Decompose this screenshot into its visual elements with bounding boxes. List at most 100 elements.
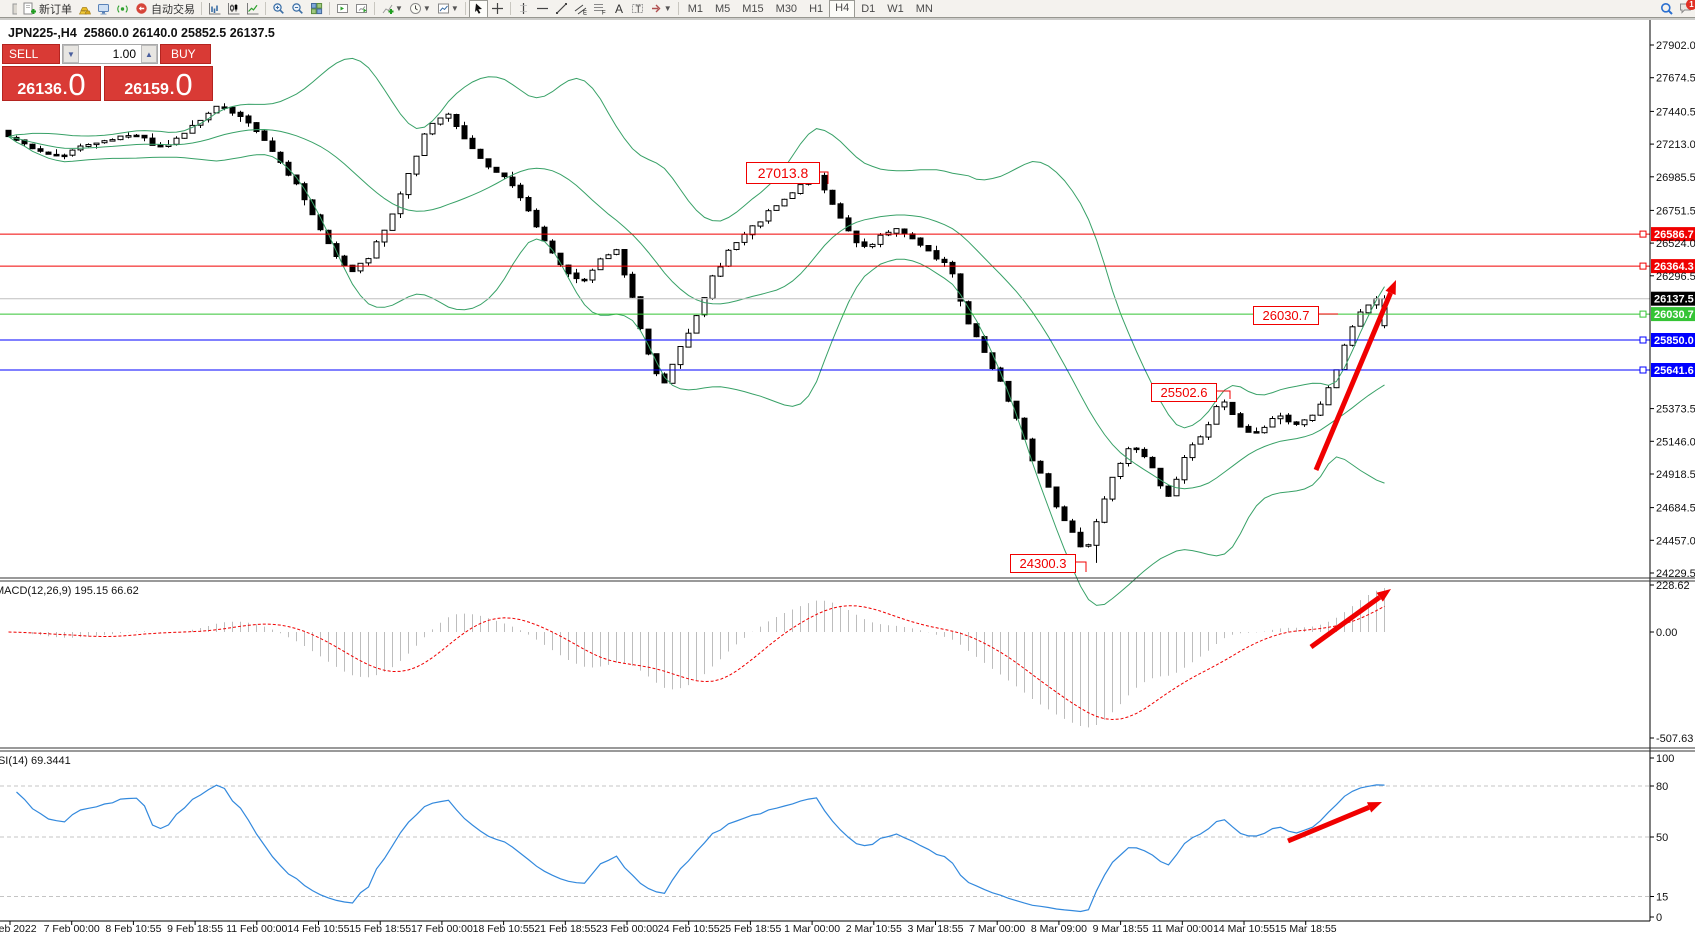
line-chart-type-icon[interactable] bbox=[243, 1, 262, 17]
level-line-handle[interactable] bbox=[1639, 230, 1647, 238]
timeframe-button-h4[interactable]: H4 bbox=[829, 0, 856, 18]
timeframe-button-m15[interactable]: M15 bbox=[742, 2, 764, 15]
volume-stepper: ▼ 1.00 ▲ bbox=[62, 44, 158, 64]
price-annotation-26030.7[interactable]: 26030.7 bbox=[1253, 306, 1319, 325]
axis-price-chip-label: 26137.5 bbox=[1654, 294, 1694, 306]
time-axis-label: 18 Feb 10:55 bbox=[473, 923, 535, 935]
time-axis-label: 15 Feb 18:55 bbox=[349, 923, 411, 935]
fibonacci-tool-icon[interactable]: F bbox=[590, 1, 609, 17]
toolbar-separator bbox=[509, 2, 511, 15]
candlestick-chart-type-icon[interactable] bbox=[224, 1, 243, 17]
price-axis-label: 25146.0 bbox=[1656, 436, 1695, 448]
rsi-axis-label: 15 bbox=[1656, 892, 1668, 904]
time-axis-label: 11 Mar 00:00 bbox=[1152, 923, 1213, 935]
trendline-tool-icon[interactable] bbox=[552, 1, 571, 17]
time-axis-label: 2 Mar 10:55 bbox=[846, 923, 902, 935]
edge-clipped-icon bbox=[1, 1, 20, 17]
price-axis-label: 24229.5 bbox=[1656, 568, 1695, 580]
buy-price-display[interactable]: 26159. 0 bbox=[104, 66, 213, 101]
time-axis-label: 7 Feb 00:00 bbox=[44, 923, 100, 935]
macd-indicator-label: MACD(12,26,9) 195.15 66.62 bbox=[0, 585, 139, 597]
price-axis-label: 27902.0 bbox=[1656, 40, 1695, 52]
text-tool-icon[interactable]: A bbox=[609, 1, 628, 17]
gold-bullion-icon[interactable] bbox=[75, 1, 94, 17]
tile-windows-icon[interactable] bbox=[307, 1, 326, 17]
notification-badge: 1 bbox=[1686, 0, 1695, 10]
rsi-axis-label: 80 bbox=[1656, 781, 1668, 793]
price-axis-label: 26296.5 bbox=[1656, 271, 1695, 283]
rsi-line bbox=[16, 784, 1385, 913]
auto-trading-button[interactable]: 自动交易 bbox=[132, 1, 198, 17]
broadcast-icon[interactable] bbox=[113, 1, 132, 17]
timeframe-button-m30[interactable]: M30 bbox=[775, 2, 798, 15]
annotation-leader-line bbox=[1215, 390, 1231, 399]
trend-arrow-rsi[interactable] bbox=[1287, 802, 1382, 844]
zoom-out-icon[interactable] bbox=[288, 1, 307, 17]
sell-button[interactable]: SELL bbox=[2, 44, 60, 64]
price-annotation-25502.6[interactable]: 25502.6 bbox=[1151, 383, 1217, 402]
label-tool-icon[interactable]: T bbox=[628, 1, 647, 17]
axis-price-chip-label: 25641.6 bbox=[1654, 365, 1694, 377]
timeframe-button-m1[interactable]: M1 bbox=[687, 2, 703, 15]
volume-increase-button[interactable]: ▲ bbox=[141, 45, 157, 63]
trend-arrow-price[interactable] bbox=[1313, 280, 1396, 471]
time-axis-label: 17 Feb 00:00 bbox=[411, 923, 473, 935]
horizontal-line-tool-icon[interactable] bbox=[533, 1, 552, 17]
notifications-icon[interactable]: 1 bbox=[1676, 0, 1695, 17]
cursor-tool-icon[interactable] bbox=[468, 0, 488, 18]
price-axis-label: 26751.5 bbox=[1656, 205, 1695, 217]
time-axis-label: 14 Mar 10:55 bbox=[1213, 923, 1275, 935]
level-line-handle[interactable] bbox=[1639, 310, 1647, 318]
zoom-in-icon[interactable] bbox=[269, 1, 288, 17]
volume-input[interactable]: 1.00 bbox=[112, 47, 136, 61]
chart-background bbox=[0, 19, 1695, 938]
level-line-handle[interactable] bbox=[1639, 366, 1647, 374]
community-terminal-icon[interactable] bbox=[94, 1, 113, 17]
price-axis-label: 26524.0 bbox=[1656, 238, 1695, 250]
volume-decrease-button[interactable]: ▼ bbox=[63, 45, 79, 63]
timeframe-button-mn[interactable]: MN bbox=[915, 2, 933, 15]
svg-text:T: T bbox=[635, 4, 641, 14]
axis-price-chip bbox=[1651, 307, 1695, 322]
price-axis-label: 24918.5 bbox=[1656, 469, 1695, 481]
vertical-line-tool-icon[interactable] bbox=[514, 1, 533, 17]
templates-menu[interactable]: ▼ bbox=[434, 1, 462, 17]
price-annotation-27013.8[interactable]: 27013.8 bbox=[746, 162, 820, 184]
sell-price-decimal: 0 bbox=[68, 66, 86, 102]
timeframe-button-m5[interactable]: M5 bbox=[714, 2, 731, 15]
trend-arrow-macd[interactable] bbox=[1309, 589, 1391, 650]
bar-chart-type-icon[interactable] bbox=[205, 1, 224, 17]
level-line-handle[interactable] bbox=[1639, 262, 1647, 270]
new-order-button[interactable]: 新订单 bbox=[20, 1, 75, 17]
time-axis-label: 1 Mar 00:00 bbox=[784, 923, 840, 935]
svg-text:F: F bbox=[602, 11, 606, 16]
price-axis-label: 25373.5 bbox=[1656, 404, 1695, 416]
time-axis-label: 8 Feb 10:55 bbox=[105, 923, 161, 935]
timeframe-button-h1[interactable]: H1 bbox=[809, 2, 824, 15]
buy-price-main: 26159 bbox=[124, 81, 169, 98]
price-axis-label: 27440.5 bbox=[1656, 106, 1695, 118]
equidistant-channel-tool-icon[interactable]: E bbox=[571, 1, 590, 17]
price-annotation-24300.3[interactable]: 24300.3 bbox=[1010, 554, 1076, 573]
buy-button[interactable]: BUY bbox=[160, 44, 211, 64]
auto-scroll-icon[interactable] bbox=[333, 1, 352, 17]
indicators-menu[interactable]: ▼ bbox=[378, 1, 406, 17]
timeframe-button-d1[interactable]: D1 bbox=[861, 2, 876, 15]
periods-menu[interactable]: ▼ bbox=[406, 1, 434, 17]
toolbar-separator bbox=[374, 2, 375, 15]
axis-price-chip bbox=[1651, 363, 1695, 377]
axis-price-chip-label: 25850.0 bbox=[1654, 335, 1694, 347]
chart-shift-icon[interactable] bbox=[352, 1, 371, 17]
time-axis-label: 23 Feb 00:00 bbox=[596, 923, 658, 935]
timeframe-button-w1[interactable]: W1 bbox=[887, 2, 904, 15]
sell-price-display[interactable]: 26136. 0 bbox=[2, 66, 101, 101]
search-icon[interactable] bbox=[1657, 1, 1676, 17]
axis-price-chip-label: 26364.3 bbox=[1654, 261, 1694, 273]
level-line-handle[interactable] bbox=[1639, 336, 1647, 344]
toolbar-separator bbox=[464, 2, 466, 15]
shapes-menu[interactable]: ▼ bbox=[647, 1, 675, 17]
crosshair-tool-icon[interactable] bbox=[488, 1, 507, 17]
time-axis-label: 14 Feb 10:55 bbox=[288, 923, 350, 935]
axis-price-chip bbox=[1651, 259, 1695, 274]
